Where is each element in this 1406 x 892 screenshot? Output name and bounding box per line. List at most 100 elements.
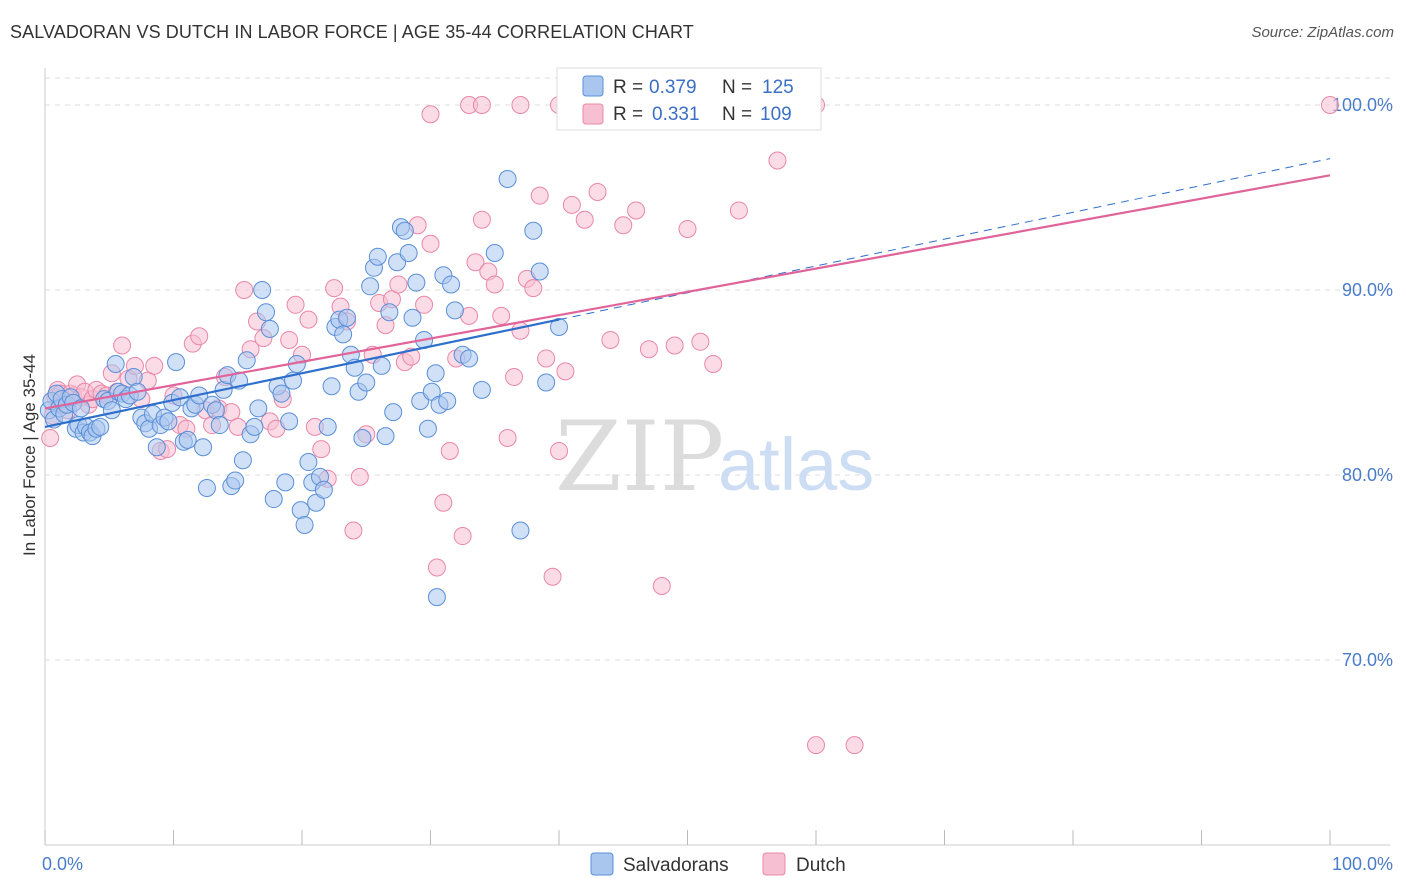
salvadoran-point [233,451,252,470]
dutch-point [562,195,581,214]
salvadoran-point [260,319,279,338]
salvadoran-point [418,419,437,438]
x-tick-labels: 0.0% 100.0% [42,830,1393,874]
salvadoran-point [395,221,414,240]
salvadoran-point [337,308,356,327]
dutch-point [588,182,607,201]
salvadoran-point [380,303,399,322]
salvadoran-point [384,403,403,422]
salvadoran-point [91,417,110,436]
salvadoran-point [376,427,395,446]
dutch-point [511,321,530,340]
x-tick-label-min: 0.0% [42,854,83,874]
dutch-point [627,201,646,220]
dutch-point [505,367,524,386]
dutch-point [344,521,363,540]
dutch-point [472,96,491,114]
dutch-point [312,440,331,459]
dutch-point [614,216,633,235]
y-axis-label: In Labor Force | Age 35-44 [20,354,39,556]
dutch-point [466,253,485,272]
bottom-legend-label-dutch: Dutch [796,855,846,876]
dutch-point [511,96,530,114]
y-tick-label: 70.0% [1342,650,1393,670]
bottom-legend-label-salvadoran: Salvadorans [623,855,729,876]
dutch-point [325,279,344,298]
source-label: Source: ZipAtlas.com [1251,24,1394,41]
salvadoran-point [368,247,387,266]
dutch-point [639,340,658,359]
salvadoran-point [524,221,543,240]
dutch-point [575,210,594,229]
legend-n-value-1: 125 [762,77,794,98]
salvadoran-point [167,353,186,372]
bottom-legend-swatch-salvadoran [590,852,614,876]
legend-box: R = 0.379 N = 125 R = 0.331 N = 109 [556,67,822,131]
salvadoran-point [472,380,491,399]
dutch-point [550,441,568,460]
bottom-legend: Salvadorans Dutch [590,852,846,876]
y-tick-label: 90.0% [1342,280,1393,300]
x-tick-label-max: 100.0% [1332,854,1393,874]
y-tick-label: 100.0% [1332,95,1393,115]
watermark-atlas: atlas [718,423,874,506]
salvadoran-points [39,170,568,607]
dutch-point [427,558,446,577]
dutch-point [1321,96,1339,114]
salvadoran-point [511,521,530,540]
salvadoran-point [485,244,504,262]
dutch-point [556,362,575,381]
salvadoran-point [357,373,376,392]
legend-swatch-dutch [582,103,604,125]
dutch-point [524,279,543,298]
salvadoran-point [427,588,446,607]
dutch-point [280,330,299,349]
dutch-point [235,281,254,299]
chart-title: SALVADORAN VS DUTCH IN LABOR FORCE | AGE… [10,22,694,42]
dutch-point [421,105,440,124]
salvadoran-point [426,364,445,383]
legend-n-value-2: 109 [760,104,792,125]
salvadoran-point [257,303,276,322]
salvadoran-point [372,356,391,375]
salvadoran-point [353,429,372,447]
salvadoran-trend-line [44,318,560,428]
axes-layer [44,68,1390,846]
salvadoran-point [253,281,272,299]
salvadoran-point [291,501,310,520]
dutch-point [286,295,305,314]
salvadoran-point [314,480,333,499]
salvadoran-point [280,412,299,431]
salvadoran-point [71,399,90,418]
dutch-point [807,736,825,755]
dutch-point [691,332,710,351]
dutch-point [453,527,472,546]
salvadoran-point [530,262,549,281]
dutch-point [440,441,459,460]
dutch-point [678,219,697,238]
salvadoran-point [295,515,314,534]
dutch-point [145,356,164,375]
dutch-point [729,201,748,220]
dutch-point [498,429,517,447]
legend-n-label-2: N = [722,104,752,125]
dutch-point [434,493,453,512]
salvadoran-point [498,170,517,188]
salvadoran-point [322,377,341,396]
legend-swatch-salvadoran [582,75,604,97]
salvadoran-point [399,244,418,262]
legend-r-value-1: 0.379 [649,77,697,98]
dutch-point [299,310,318,329]
salvadoran-point [197,478,216,497]
watermark-zip: ZIP [555,401,724,513]
salvadoran-point [124,367,143,386]
salvadoran-point [210,416,229,435]
salvadoran-point [537,373,556,392]
salvadoran-point [147,438,166,457]
salvadoran-point [159,412,178,431]
legend-n-label-1: N = [722,77,752,98]
salvadoran-point [206,401,225,420]
dutch-point [415,295,434,314]
dutch-trend-line [44,174,1331,410]
salvadoran-point [245,417,264,436]
